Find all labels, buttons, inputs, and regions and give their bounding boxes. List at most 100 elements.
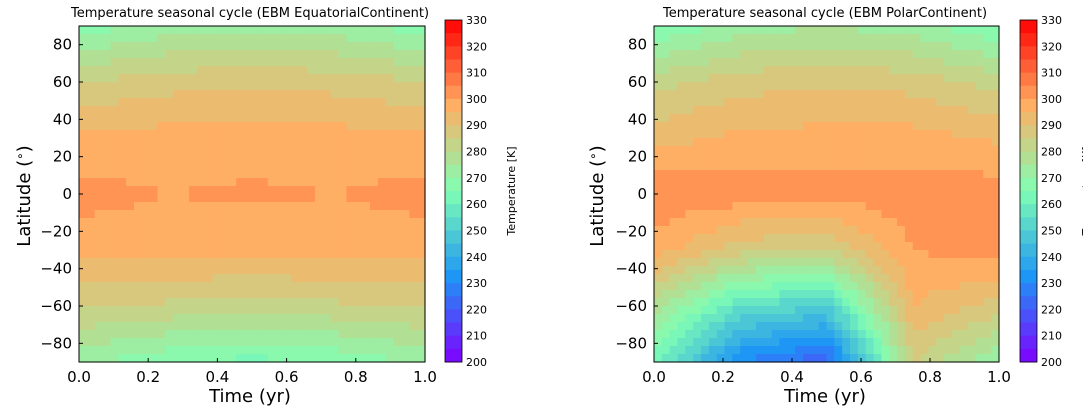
heat-cell [220,154,230,163]
heat-cell [951,42,961,51]
heat-cell [661,274,671,283]
heat-cell [724,58,734,67]
heat-cell [275,82,285,91]
heat-cell [369,162,379,171]
heat-cell [889,90,898,99]
heat-cell [346,338,355,347]
heat-cell [912,210,922,219]
heat-cell [842,298,851,307]
heat-cell [196,234,206,243]
heat-cell [393,114,403,123]
heat-cell [369,186,379,195]
heat-cell [267,306,277,315]
heat-cell [322,218,332,227]
heat-cell [354,322,363,331]
heat-cell [322,194,332,203]
heat-cell [708,130,718,139]
heat-cell [881,138,890,147]
heat-cell [842,170,851,179]
heat-cell [661,306,671,315]
heat-cell [802,130,812,139]
heat-cell [944,74,953,83]
colorbar-swatch [1020,125,1037,139]
heat-cell [409,58,418,67]
heat-cell [748,34,757,43]
heat-cell [850,298,859,307]
heat-cell [779,186,788,195]
heat-cell [94,226,104,235]
heat-cell [842,314,851,323]
heat-cell [196,74,206,83]
heat-cell [912,306,922,315]
heat-cell [936,130,945,139]
heat-cell [701,250,710,259]
heat-cell [795,122,804,131]
heat-cell [951,290,961,299]
heat-cell [865,226,875,235]
colorbar-swatch [445,191,462,205]
heat-cell [795,226,804,235]
heat-cell [362,138,371,147]
heat-cell [181,218,190,227]
heat-cell [314,50,324,59]
heat-cell [810,218,820,227]
heat-cell [677,138,686,147]
heat-cell [94,314,104,323]
heat-cell [165,186,174,195]
heat-cell [283,298,292,307]
heat-cell [299,50,308,59]
heat-cell [912,330,922,339]
heat-cell [118,138,127,147]
heat-cell [196,250,206,259]
heat-cell [685,154,694,163]
heat-cell [732,82,741,91]
heat-cell [779,90,788,99]
heat-cell [857,202,867,211]
heat-cell [967,162,977,171]
heat-cell [212,146,222,155]
heat-cell [141,194,151,203]
heat-cell [212,122,222,131]
heat-cell [967,298,977,307]
heat-cell [275,242,285,251]
heat-cell [810,34,820,43]
heat-cell [189,42,198,51]
heat-cell [787,338,796,347]
heat-cell [314,114,324,123]
heat-cell [834,290,843,299]
heat-cell [763,42,773,51]
heat-cell [795,34,804,43]
heat-cell [189,26,198,35]
heat-cell [795,178,804,187]
heat-cell [417,226,426,235]
heat-cell [86,114,96,123]
heat-cell [196,170,206,179]
heat-cell [850,34,859,43]
heat-cell [314,298,324,307]
heat-cell [126,194,135,203]
heat-cell [779,330,788,339]
heat-cell [897,122,906,131]
heat-cell [685,130,694,139]
heat-cell [740,282,749,291]
heat-cell [850,106,859,115]
heat-cell [236,194,245,203]
heat-cell [417,314,426,323]
heat-cell [173,82,182,91]
heat-cell [795,322,804,331]
heat-cell [904,258,914,267]
heat-cell [141,146,151,155]
heat-cell [732,194,741,203]
heat-cell [157,226,167,235]
heat-cell [677,210,686,219]
heat-cell [959,354,969,363]
heat-cell [228,90,237,99]
heat-cell [244,162,253,171]
heat-cell [928,42,937,51]
heat-cell [102,162,112,171]
heat-cell [204,242,214,251]
heat-cell [857,282,867,291]
heat-cell [189,234,198,243]
heat-cell [857,298,867,307]
heat-cell [834,178,843,187]
